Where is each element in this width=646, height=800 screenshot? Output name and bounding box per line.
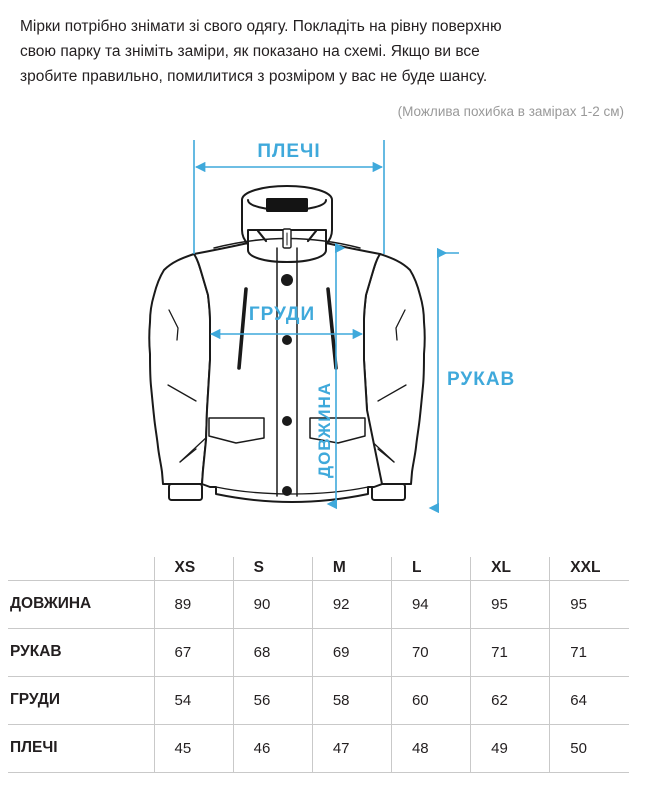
svg-text:ПЛЕЧІ: ПЛЕЧІ — [257, 141, 320, 162]
svg-text:ДОВЖИНА: ДОВЖИНА — [315, 382, 334, 478]
svg-text:ГРУДИ: ГРУДИ — [249, 304, 315, 325]
svg-text:РУКАВ: РУКАВ — [447, 369, 515, 390]
